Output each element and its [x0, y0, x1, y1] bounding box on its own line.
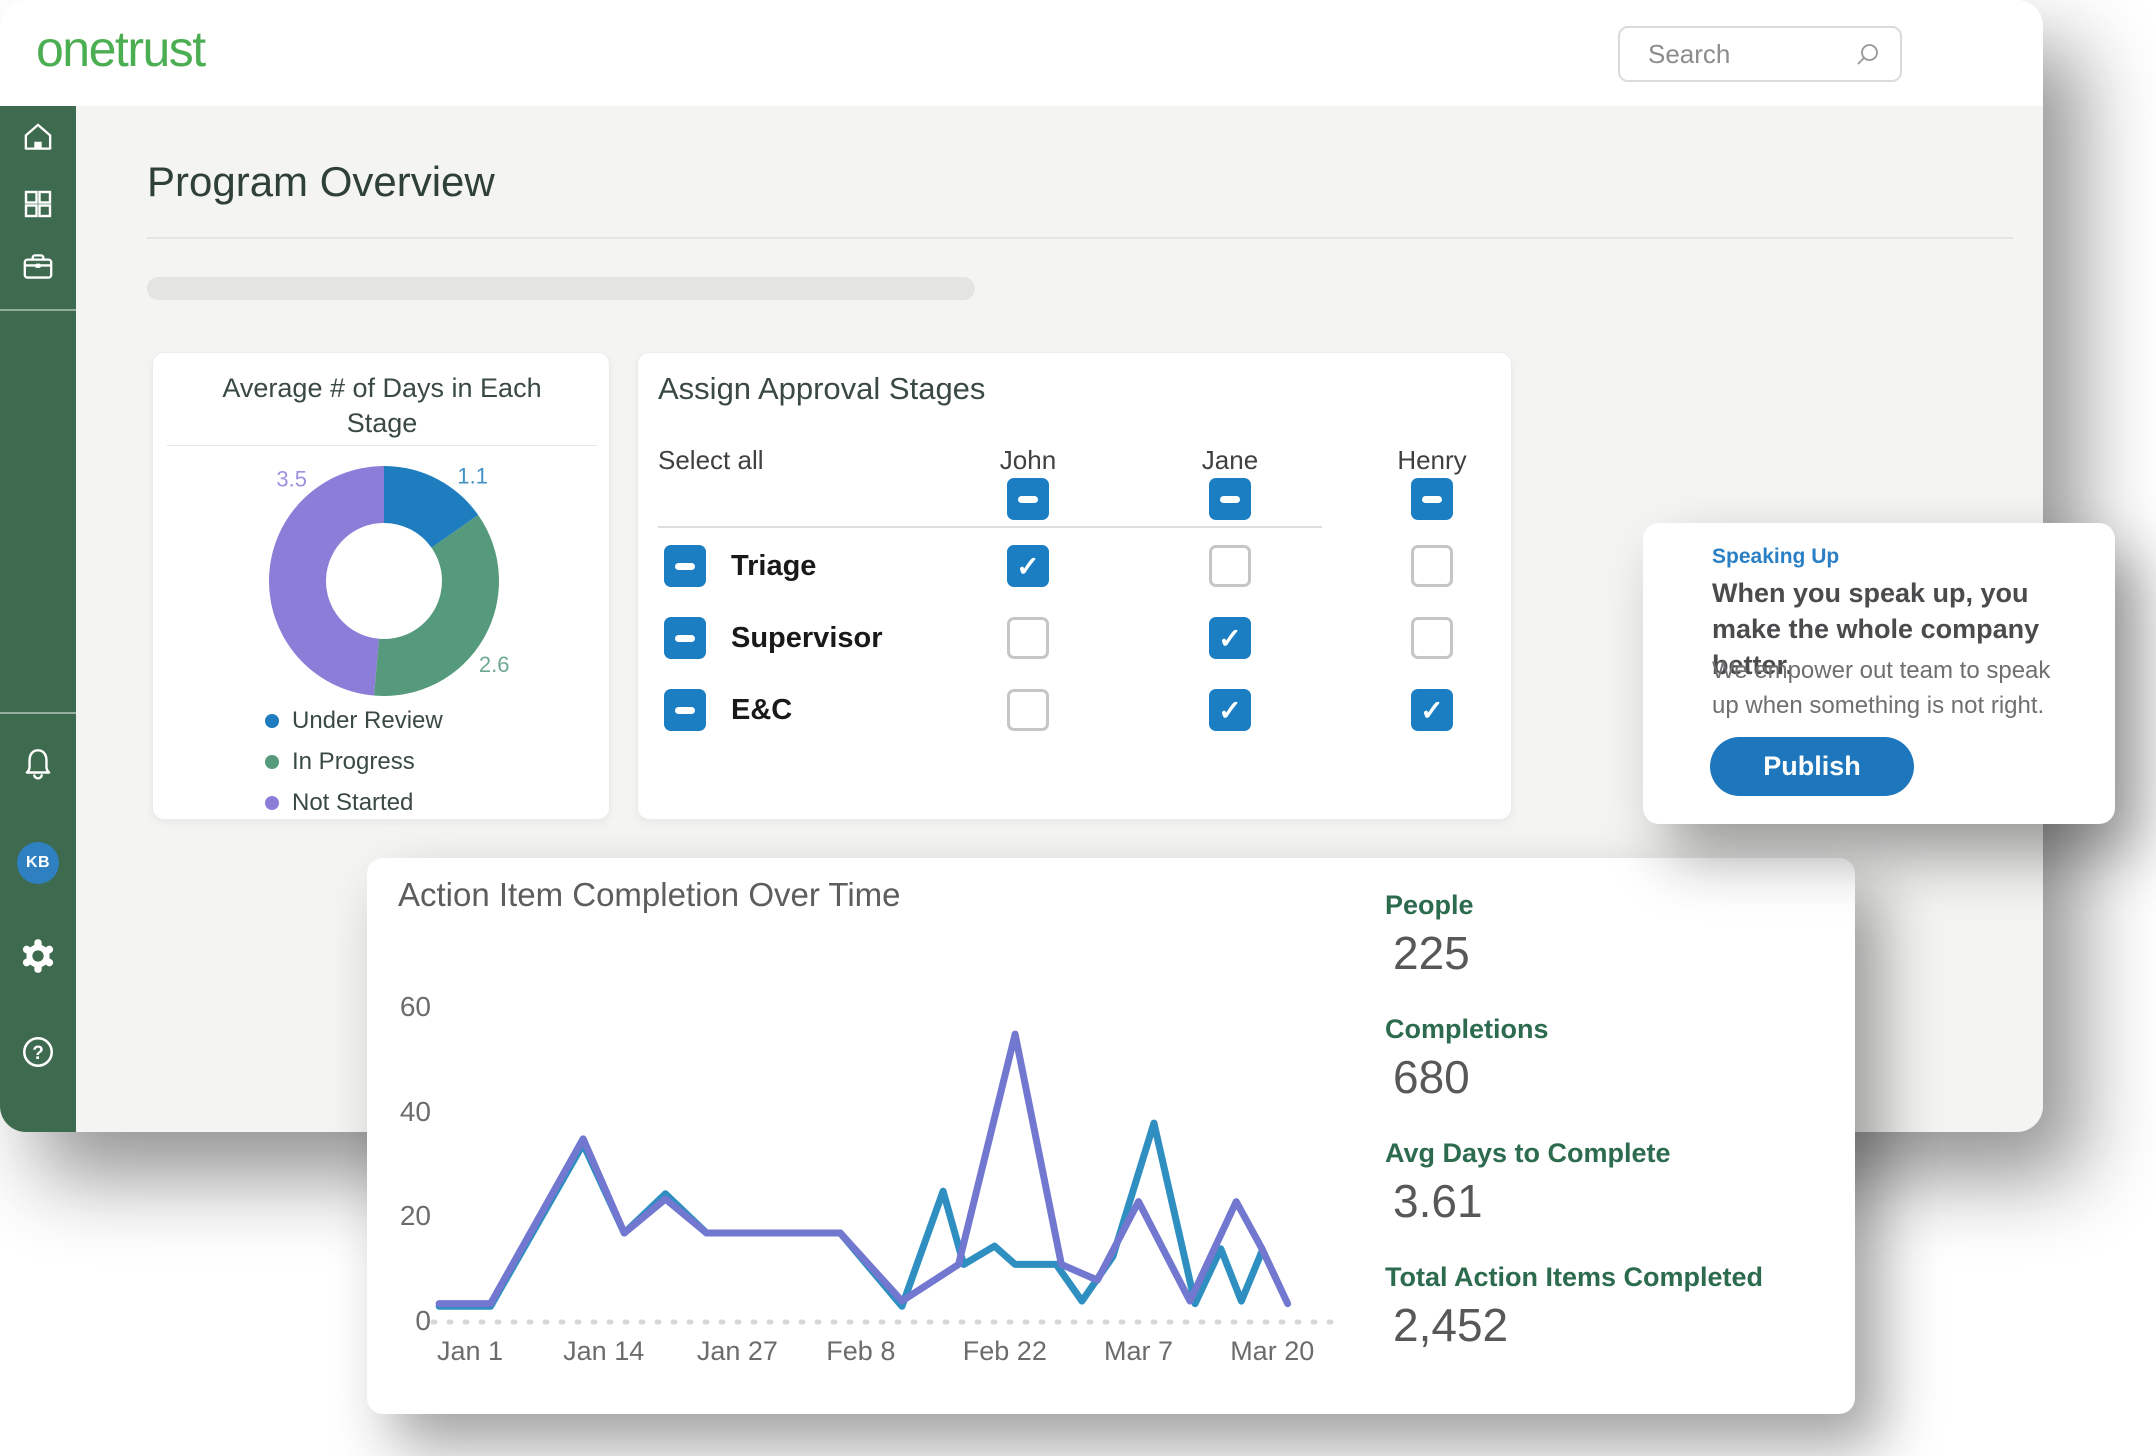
briefcase-icon — [19, 248, 57, 291]
stat-label: Avg Days to Complete — [1385, 1138, 1671, 1168]
publish-button[interactable]: Publish — [1710, 737, 1914, 796]
grid-icon — [20, 186, 56, 227]
speaking-up-card: Speaking Up When you speak up, you make … — [1643, 523, 2115, 824]
donut-legend: Under Review In Progress Not Started — [265, 707, 443, 830]
checkbox-triage-jane[interactable] — [1209, 545, 1251, 587]
line-chart-svg — [430, 1030, 1338, 1325]
stat-label: Total Action Items Completed — [1385, 1262, 1764, 1292]
y-tick-label: 20 — [399, 1200, 431, 1232]
stat-value: 225 — [1393, 927, 1470, 979]
legend-dot-in-progress — [265, 755, 279, 769]
stat-group: Completions 680 — [1385, 1012, 1763, 1106]
y-tick-label: 0 — [415, 1305, 431, 1336]
home-icon — [19, 118, 57, 161]
checkbox-row-supervisor[interactable] — [664, 617, 706, 659]
donut-chart: 1.1 2.6 3.5 — [269, 463, 510, 696]
sidebar: KB ? — [0, 106, 76, 1132]
onetrust-logo: onetrust — [36, 21, 206, 77]
x-tick-label: Feb 8 — [826, 1336, 896, 1366]
approval-card-title: Assign Approval Stages — [658, 371, 986, 406]
y-tick-label: 40 — [399, 1095, 431, 1127]
page-title: Program Overview — [147, 158, 495, 205]
gear-icon — [17, 935, 59, 982]
x-tick-label: Mar 20 — [1230, 1336, 1315, 1366]
row-label-triage: Triage — [731, 550, 817, 582]
chart-stats: People 225 Completions 680 Avg Days to C… — [1385, 888, 1763, 1384]
checkbox-triage-john[interactable] — [1007, 545, 1049, 587]
avatar-initials: KB — [25, 854, 51, 871]
help-icon: ? — [19, 1033, 57, 1076]
user-avatar[interactable]: KB — [17, 842, 59, 884]
column-header-henry: Henry — [1397, 445, 1467, 475]
search-input[interactable] — [1648, 28, 1838, 80]
legend-dot-not-started — [265, 796, 279, 810]
search-box — [1618, 26, 1902, 82]
promo-tag: Speaking Up — [1712, 545, 1840, 568]
x-tick-label: Jan 14 — [563, 1336, 645, 1366]
stat-value: 2,452 — [1393, 1299, 1509, 1351]
avg-days-card: Average # of Days in Each Stage 1.1 2.6 3.… — [152, 352, 610, 820]
checkbox-selectall-john[interactable] — [1007, 478, 1049, 520]
x-tick-label: Mar 7 — [1104, 1336, 1174, 1366]
sidebar-item-notifications[interactable] — [0, 743, 76, 787]
checkbox-row-triage[interactable] — [664, 545, 706, 587]
stat-group: Total Action Items Completed 2,452 — [1385, 1260, 1763, 1354]
checkbox-supervisor-john[interactable] — [1007, 617, 1049, 659]
sidebar-item-apps[interactable] — [0, 184, 76, 228]
stat-group: Avg Days to Complete 3.61 — [1385, 1136, 1763, 1230]
x-tick-label: Feb 22 — [962, 1336, 1047, 1366]
svg-text:?: ? — [32, 1042, 44, 1063]
stat-label: People — [1385, 890, 1474, 920]
sidebar-item-settings[interactable] — [0, 936, 76, 980]
sidebar-divider-top — [0, 309, 76, 311]
legend-dot-under-review — [265, 714, 279, 728]
checkbox-supervisor-henry[interactable] — [1411, 617, 1453, 659]
select-all-label: Select all — [658, 445, 764, 475]
column-header-jane: Jane — [1201, 445, 1259, 475]
top-header: onetrust — [0, 0, 2043, 106]
promo-heading: When you speak up, you make the whole co… — [1712, 578, 2040, 680]
assign-approval-card: Assign Approval Stages Select all John J… — [637, 352, 1512, 820]
checkbox-ec-jane[interactable] — [1209, 689, 1251, 731]
legend-item: Not Started — [265, 789, 443, 817]
title-divider — [147, 237, 2013, 239]
stat-group: People 225 — [1385, 888, 1763, 982]
row-label-ec: E&C — [731, 694, 793, 726]
checkbox-ec-john[interactable] — [1007, 689, 1049, 731]
legend-item: In Progress — [265, 748, 443, 776]
action-item-chart-card: Action Item Completion Over Time 0 20 40 60… — [367, 858, 1855, 1414]
svg-text:1.1: 1.1 — [457, 463, 488, 488]
svg-text:3.5: 3.5 — [276, 466, 307, 491]
checkbox-supervisor-jane[interactable] — [1209, 617, 1251, 659]
checkbox-row-ec[interactable] — [664, 689, 706, 731]
line-chart-title: Action Item Completion Over Time — [398, 876, 901, 913]
sidebar-item-home[interactable] — [0, 117, 76, 161]
column-header-john: John — [999, 445, 1057, 475]
sidebar-item-help[interactable]: ? — [0, 1032, 76, 1076]
promo-body: We empower out team to speak up when som… — [1712, 657, 2051, 719]
breadcrumb-skeleton — [147, 277, 975, 300]
row-label-supervisor: Supervisor — [731, 622, 883, 654]
donut-card-divider — [167, 445, 597, 446]
stat-value: 3.61 — [1393, 1175, 1483, 1227]
legend-item: Under Review — [265, 707, 443, 735]
checkbox-triage-henry[interactable] — [1411, 545, 1453, 587]
x-tick-label: Jan 1 — [436, 1336, 504, 1366]
sidebar-divider-bottom — [0, 712, 76, 714]
checkbox-ec-henry[interactable] — [1411, 689, 1453, 731]
bell-icon — [19, 744, 57, 787]
svg-text:2.6: 2.6 — [479, 652, 510, 677]
stat-label: Completions — [1385, 1014, 1549, 1044]
stat-value: 680 — [1393, 1051, 1470, 1103]
checkbox-selectall-jane[interactable] — [1209, 478, 1251, 520]
approval-table-divider — [658, 526, 1322, 528]
checkbox-selectall-henry[interactable] — [1411, 478, 1453, 520]
x-tick-label: Jan 27 — [696, 1336, 778, 1366]
search-icon[interactable] — [1854, 41, 1882, 69]
donut-chart-title: Average # of Days in Each Stage — [222, 373, 542, 438]
y-tick-label: 60 — [399, 991, 431, 1022]
sidebar-item-projects[interactable] — [0, 247, 76, 291]
